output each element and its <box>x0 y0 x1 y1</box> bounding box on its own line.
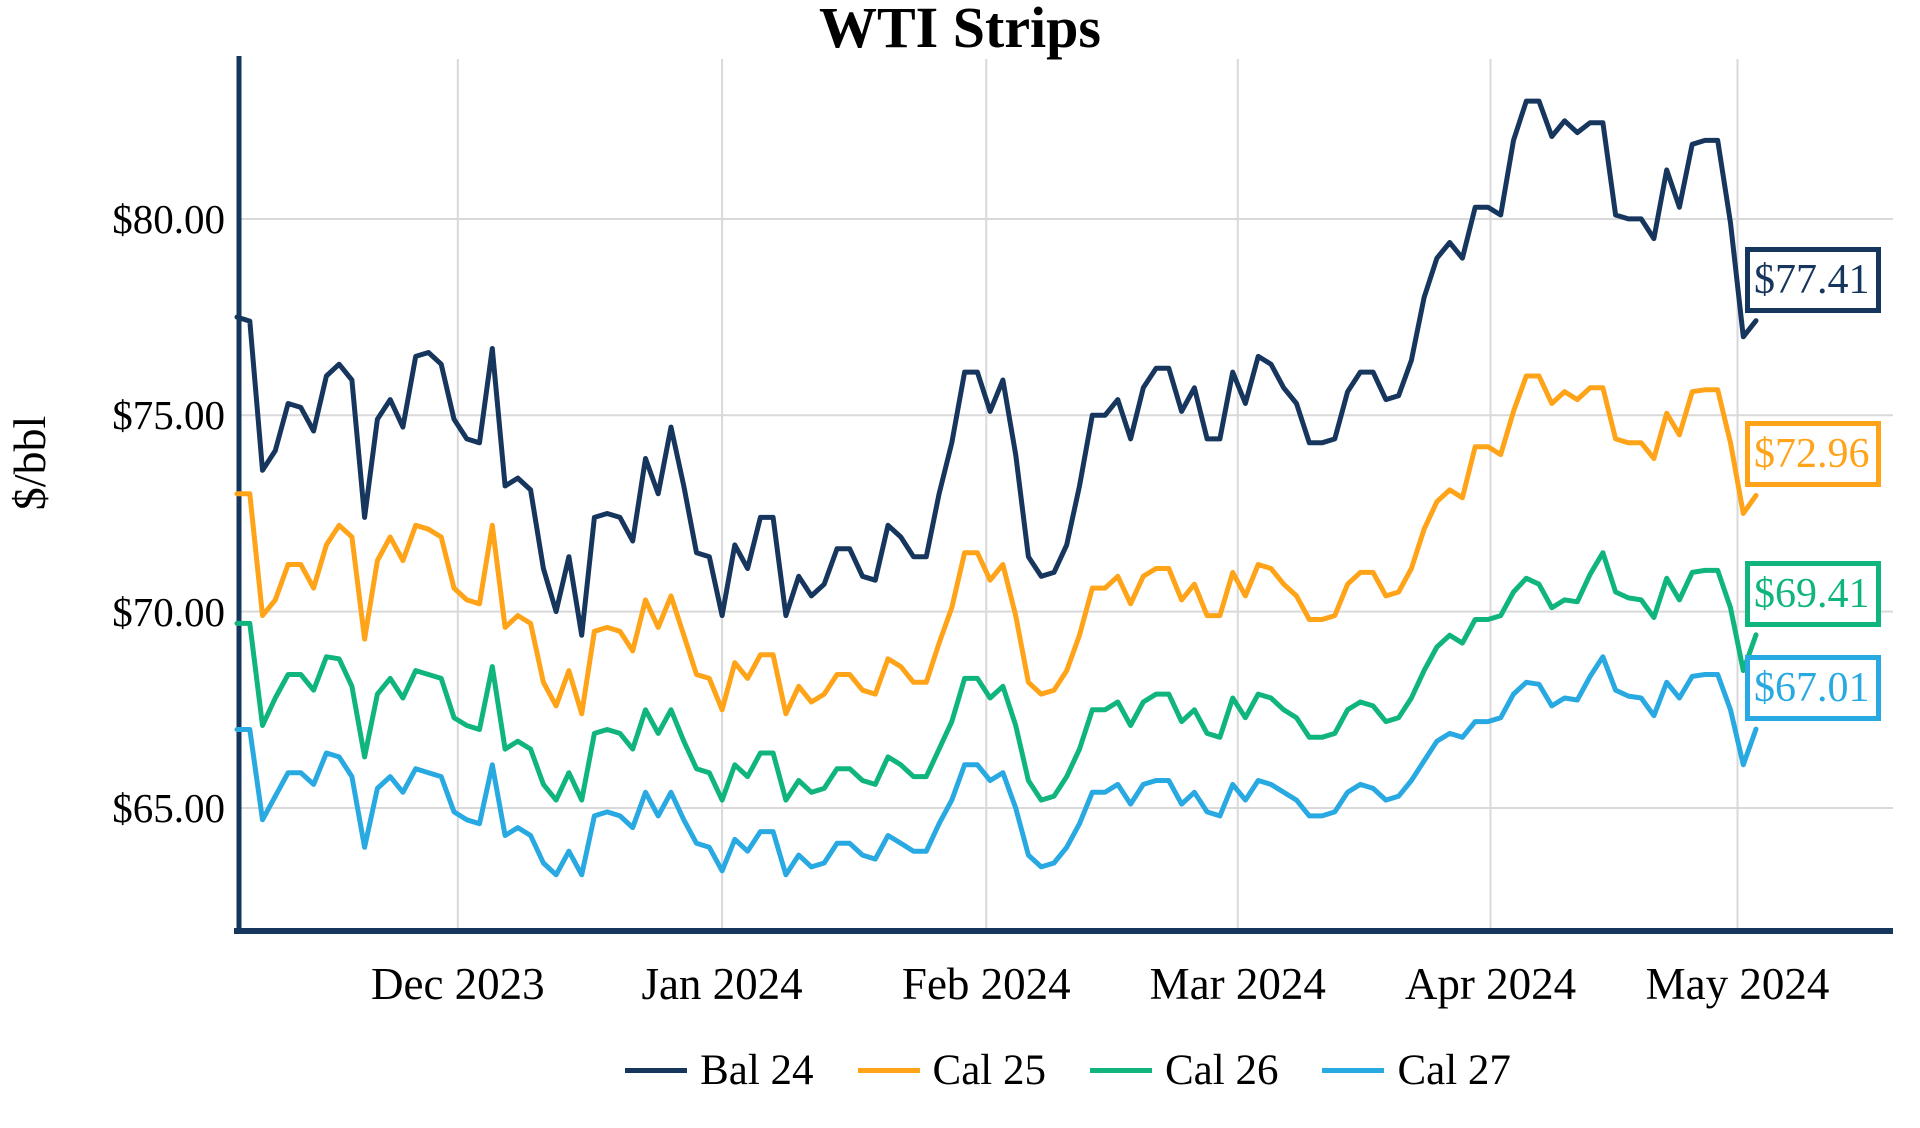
end-label-bal-24: $77.41 <box>1745 246 1881 313</box>
legend-swatch-cal-26 <box>1090 1068 1152 1073</box>
x-tick-label: Feb 2024 <box>901 959 1071 1009</box>
legend-label: Cal 27 <box>1397 1047 1511 1094</box>
y-tick-label: $65.00 <box>112 785 225 831</box>
chart-title: WTI Strips <box>818 0 1101 60</box>
legend-label: Cal 25 <box>932 1047 1046 1094</box>
legend-item-bal-24: Bal 24 <box>625 1046 814 1095</box>
end-label-cal-25: $72.96 <box>1745 421 1881 488</box>
legend-swatch-cal-27 <box>1322 1068 1385 1073</box>
end-label-cal-26: $69.41 <box>1745 560 1881 627</box>
series-line-cal-26 <box>234 550 1759 803</box>
y-tick-label: $75.00 <box>112 392 225 439</box>
legend: Bal 24 Cal 25 Cal 26 Cal 27 <box>0 1046 1920 1095</box>
x-tick-label: Apr 2024 <box>1404 959 1577 1009</box>
legend-item-cal-25: Cal 25 <box>857 1046 1046 1095</box>
series-line-bal-24 <box>234 98 1759 638</box>
x-tick-label: Dec 2023 <box>370 959 545 1009</box>
x-tick-label: Mar 2024 <box>1149 959 1326 1009</box>
legend-swatch-bal-24 <box>625 1068 688 1073</box>
x-tick-label: May 2024 <box>1645 959 1830 1009</box>
legend-swatch-cal-25 <box>857 1068 920 1073</box>
end-label-cal-27: $67.01 <box>1745 655 1881 722</box>
series-line-cal-25 <box>234 373 1759 717</box>
series-line-cal-27 <box>234 654 1759 878</box>
legend-label: Bal 24 <box>700 1047 814 1094</box>
legend-item-cal-27: Cal 27 <box>1322 1046 1511 1095</box>
x-tick-label: Jan 2024 <box>641 959 803 1009</box>
y-tick-label: $70.00 <box>112 588 225 635</box>
legend-item-cal-26: Cal 26 <box>1090 1046 1278 1095</box>
y-tick-label: $80.00 <box>112 195 225 242</box>
legend-label: Cal 26 <box>1165 1047 1279 1094</box>
